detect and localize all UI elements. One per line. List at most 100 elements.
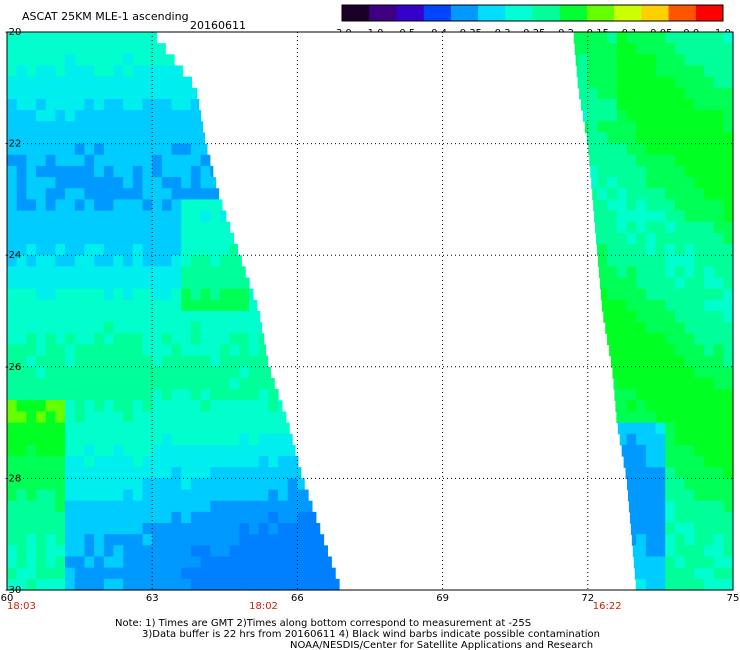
wind-cell xyxy=(665,177,676,189)
wind-cell xyxy=(132,165,144,178)
wind-cell xyxy=(123,322,134,334)
wind-cell xyxy=(636,87,647,100)
wind-cell xyxy=(123,65,134,78)
wind-cell xyxy=(94,288,105,301)
wind-cell xyxy=(65,132,76,145)
wind-cell xyxy=(239,411,250,424)
wind-cell xyxy=(142,98,153,111)
wind-cell xyxy=(578,43,589,55)
wind-cell xyxy=(655,422,666,435)
wind-cell xyxy=(55,87,66,100)
wind-cell xyxy=(684,177,695,189)
wind-cell xyxy=(626,377,637,390)
wind-cell xyxy=(684,76,695,89)
wind-cell xyxy=(703,500,715,513)
wind-cell xyxy=(626,299,637,312)
wind-cell xyxy=(239,489,250,502)
wind-cell xyxy=(665,523,676,535)
wind-cell xyxy=(152,199,163,212)
wind-cell xyxy=(26,121,37,134)
wind-cell xyxy=(84,76,95,89)
wind-cell xyxy=(55,478,66,491)
wind-cell xyxy=(655,110,666,122)
wind-cell xyxy=(258,311,261,323)
wind-cell xyxy=(26,333,37,346)
wind-cell xyxy=(94,400,105,413)
wind-cell xyxy=(26,556,37,569)
wind-cell xyxy=(607,266,618,279)
wind-cell xyxy=(229,545,240,558)
wind-cell xyxy=(219,523,231,535)
wind-cell xyxy=(239,400,250,413)
wind-cell xyxy=(113,534,124,546)
wind-cell xyxy=(578,65,589,78)
wind-cell xyxy=(626,456,637,468)
wind-cell xyxy=(190,456,202,468)
wind-cell xyxy=(142,355,153,368)
wind-cell xyxy=(161,567,173,580)
wind-cell xyxy=(132,500,144,513)
wind-cell xyxy=(200,511,211,524)
wind-cell xyxy=(45,43,56,55)
wind-cell xyxy=(210,433,221,446)
wind-cell xyxy=(581,98,589,111)
wind-cell xyxy=(181,400,192,413)
wind-cell xyxy=(152,433,163,446)
wind-cell xyxy=(36,32,47,44)
wind-cell xyxy=(123,288,134,301)
wind-cell xyxy=(229,244,238,256)
wind-cell xyxy=(190,143,202,156)
wind-cell xyxy=(694,534,705,546)
wind-cell xyxy=(26,389,37,401)
wind-cell xyxy=(142,478,153,491)
wind-cell xyxy=(74,389,86,401)
wind-cell xyxy=(123,199,134,212)
wind-cell xyxy=(616,121,628,134)
pass-time-label: 18:03 xyxy=(7,601,36,612)
wind-cell xyxy=(723,43,734,55)
wind-cell xyxy=(665,389,676,401)
wind-cell xyxy=(190,132,202,145)
wind-cell xyxy=(16,199,27,212)
wind-cell xyxy=(694,500,705,513)
wind-cell xyxy=(645,333,657,346)
wind-cell xyxy=(703,422,715,435)
wind-cell xyxy=(142,244,153,256)
wind-cell xyxy=(84,567,95,580)
wind-cell xyxy=(161,98,173,111)
wind-cell xyxy=(7,333,18,346)
wind-cell xyxy=(190,433,202,446)
wind-cell xyxy=(674,288,686,301)
wind-cell xyxy=(94,411,105,424)
wind-cell xyxy=(655,545,666,558)
wind-cell xyxy=(113,165,124,178)
wind-cell xyxy=(103,500,115,513)
wind-cell xyxy=(694,366,705,379)
wind-cell xyxy=(94,266,105,279)
wind-cell xyxy=(592,188,599,200)
wind-cell xyxy=(636,556,647,569)
wind-cell xyxy=(45,545,56,558)
wind-cell xyxy=(239,523,250,535)
wind-cell xyxy=(278,511,289,524)
wind-cell xyxy=(36,154,47,167)
wind-cell xyxy=(713,344,724,357)
wind-cell xyxy=(674,377,686,390)
wind-cell xyxy=(103,556,115,569)
wind-cell xyxy=(239,366,250,379)
wind-cell xyxy=(152,545,163,558)
wind-cell xyxy=(713,221,724,234)
wind-cell xyxy=(587,43,599,55)
wind-cell xyxy=(190,322,202,334)
wind-cell xyxy=(612,366,618,379)
wind-cell xyxy=(626,244,637,256)
wind-cell xyxy=(65,121,76,134)
wind-cell xyxy=(626,87,637,100)
wind-cell xyxy=(703,322,715,334)
wind-cell xyxy=(655,456,666,468)
wind-cell xyxy=(589,154,599,167)
wind-cell xyxy=(713,322,724,334)
wind-cell xyxy=(626,266,637,279)
wind-cell xyxy=(723,433,734,446)
wind-cell xyxy=(7,478,18,491)
